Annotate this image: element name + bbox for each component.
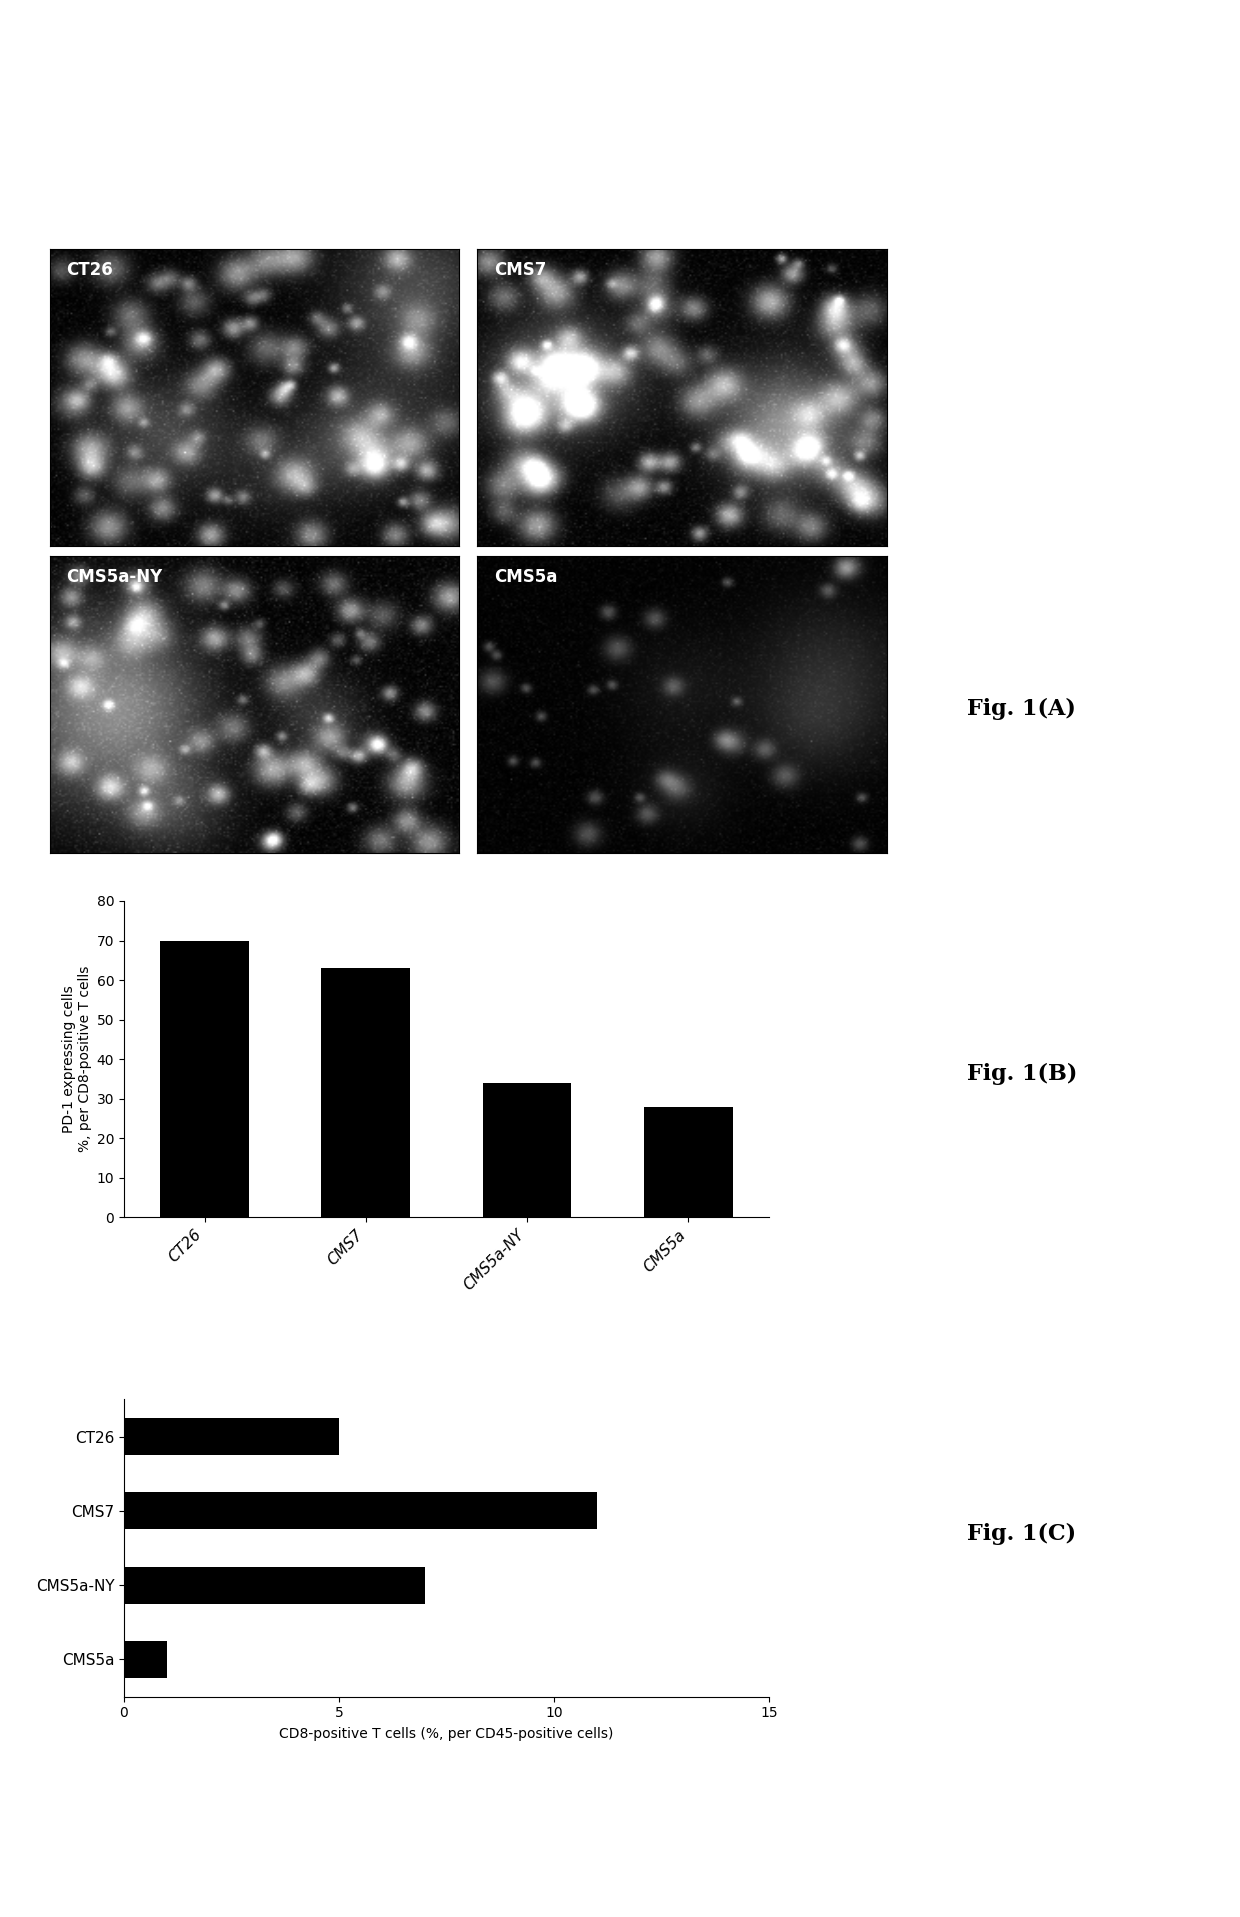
Text: CT26: CT26 bbox=[66, 261, 113, 280]
Bar bbox=[321, 968, 410, 1217]
Text: Fig. 1(A): Fig. 1(A) bbox=[967, 698, 1076, 721]
Text: Fig. 1(C): Fig. 1(C) bbox=[967, 1522, 1076, 1545]
Bar bbox=[160, 941, 249, 1217]
X-axis label: CD8-positive T cells (%, per CD45-positive cells): CD8-positive T cells (%, per CD45-positi… bbox=[279, 1727, 614, 1741]
Text: Fig. 1(B): Fig. 1(B) bbox=[967, 1062, 1078, 1085]
Bar bbox=[124, 1419, 339, 1455]
Bar bbox=[644, 1106, 733, 1217]
Text: CMS7: CMS7 bbox=[494, 261, 546, 280]
Bar bbox=[482, 1083, 572, 1217]
Bar bbox=[124, 1491, 596, 1530]
Bar bbox=[124, 1566, 425, 1605]
Y-axis label: PD-1 expressing cells
%, per CD8-positive T cells: PD-1 expressing cells %, per CD8-positiv… bbox=[62, 966, 93, 1152]
Text: CMS5a-NY: CMS5a-NY bbox=[66, 567, 162, 587]
Bar bbox=[124, 1641, 167, 1677]
Text: CMS5a: CMS5a bbox=[494, 567, 557, 587]
